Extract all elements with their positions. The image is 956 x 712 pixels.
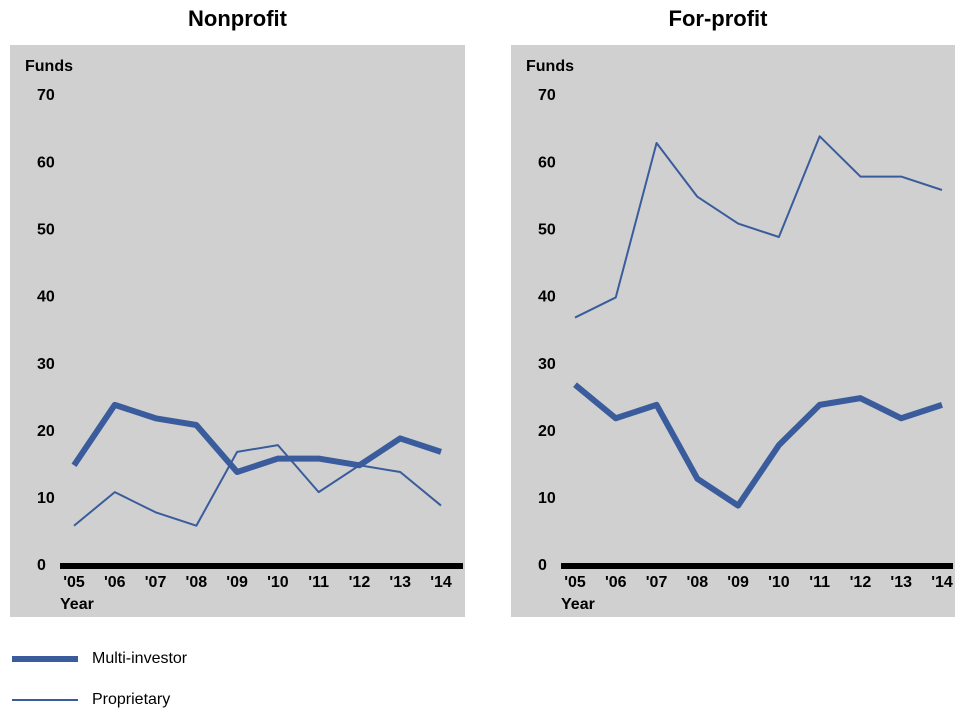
y-tick-label: 30 bbox=[37, 356, 55, 373]
y-axis-label: Funds bbox=[526, 58, 574, 75]
y-tick-label: 20 bbox=[37, 423, 55, 440]
x-tick-label: '08 bbox=[186, 574, 208, 591]
x-tick-label: '14 bbox=[430, 574, 452, 591]
y-tick-label: 40 bbox=[538, 289, 556, 306]
y-tick-label: 60 bbox=[538, 154, 556, 171]
x-tick-label: '14 bbox=[931, 574, 953, 591]
x-axis-label: Year bbox=[561, 596, 595, 613]
x-tick-label: '05 bbox=[63, 574, 85, 591]
chart-title: Nonprofit bbox=[188, 6, 288, 31]
x-tick-label: '05 bbox=[564, 574, 586, 591]
y-tick-label: 0 bbox=[538, 557, 547, 574]
panel bbox=[511, 45, 955, 617]
y-tick-label: 70 bbox=[37, 87, 55, 104]
x-tick-label: '08 bbox=[687, 574, 709, 591]
data-line bbox=[73, 444, 442, 527]
x-tick-label: '13 bbox=[890, 574, 912, 591]
x-tick-label: '06 bbox=[605, 574, 627, 591]
x-tick-label: '11 bbox=[809, 574, 830, 591]
x-tick-label: '10 bbox=[768, 574, 790, 591]
data-line bbox=[71, 401, 442, 475]
x-tick-label: '09 bbox=[226, 574, 248, 591]
x-tick-label: '07 bbox=[145, 574, 167, 591]
chart-title: For-profit bbox=[669, 6, 769, 31]
x-tick-label: '11 bbox=[308, 574, 329, 591]
y-tick-label: 0 bbox=[37, 557, 46, 574]
data-line bbox=[573, 382, 943, 509]
y-axis-label: Funds bbox=[25, 58, 73, 75]
data-line bbox=[574, 135, 943, 319]
y-tick-label: 60 bbox=[37, 154, 55, 171]
panel bbox=[10, 45, 465, 617]
y-tick-label: 50 bbox=[538, 222, 556, 239]
x-tick-label: '09 bbox=[727, 574, 749, 591]
legend-label: Proprietary bbox=[92, 691, 170, 708]
y-tick-label: 10 bbox=[37, 490, 55, 507]
y-tick-label: 50 bbox=[37, 222, 55, 239]
x-tick-label: '10 bbox=[267, 574, 289, 591]
x-axis-label: Year bbox=[60, 596, 94, 613]
y-tick-label: 20 bbox=[538, 423, 556, 440]
y-tick-label: 10 bbox=[538, 490, 556, 507]
y-tick-label: 30 bbox=[538, 356, 556, 373]
legend-label: Multi-investor bbox=[92, 650, 188, 667]
y-tick-label: 40 bbox=[37, 289, 55, 306]
x-tick-label: '12 bbox=[850, 574, 872, 591]
y-tick-label: 70 bbox=[538, 87, 556, 104]
x-tick-label: '12 bbox=[349, 574, 371, 591]
x-tick-label: '06 bbox=[104, 574, 126, 591]
x-tick-label: '13 bbox=[389, 574, 411, 591]
x-tick-label: '07 bbox=[646, 574, 668, 591]
